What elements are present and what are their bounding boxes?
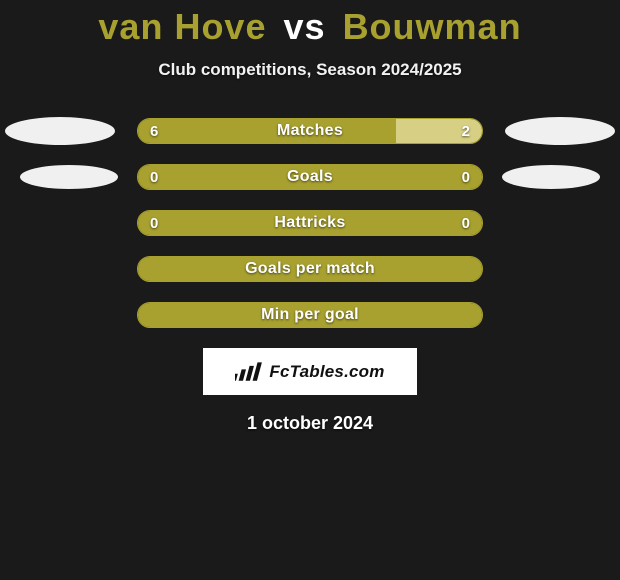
bar-fill-center [138, 165, 482, 189]
logo-box: FcTables.com [203, 348, 417, 395]
date-label: 1 october 2024 [0, 413, 620, 434]
bar-fill-center [138, 257, 482, 281]
player1-badge [20, 165, 118, 189]
bar-fill-left [138, 119, 396, 143]
player2-badge [505, 117, 615, 145]
bar-chart-icon [235, 361, 263, 383]
player2-name: Bouwman [343, 6, 522, 47]
bar-fill-center [138, 303, 482, 327]
stat-bar: Goals per match [137, 256, 483, 282]
stats-container: 62Matches 00Goals 00Hattricks Goals per mat… [0, 118, 620, 328]
stat-row: Min per goal [0, 302, 620, 328]
subtitle: Club competitions, Season 2024/2025 [0, 60, 620, 80]
stat-row: Goals per match [0, 256, 620, 282]
stat-bar: 00Goals [137, 164, 483, 190]
bar-fill-center [138, 211, 482, 235]
stat-row: 00Goals [0, 164, 620, 190]
stat-row: 62Matches [0, 118, 620, 144]
stat-row: 00Hattricks [0, 210, 620, 236]
player2-badge [502, 165, 600, 189]
stat-bar: 62Matches [137, 118, 483, 144]
versus-text: vs [284, 6, 326, 47]
stat-bar: Min per goal [137, 302, 483, 328]
player1-badge [5, 117, 115, 145]
page-title: van Hove vs Bouwman [0, 6, 620, 48]
stat-bar: 00Hattricks [137, 210, 483, 236]
player1-name: van Hove [98, 6, 266, 47]
bar-fill-right [396, 119, 482, 143]
logo-text: FcTables.com [269, 362, 384, 382]
